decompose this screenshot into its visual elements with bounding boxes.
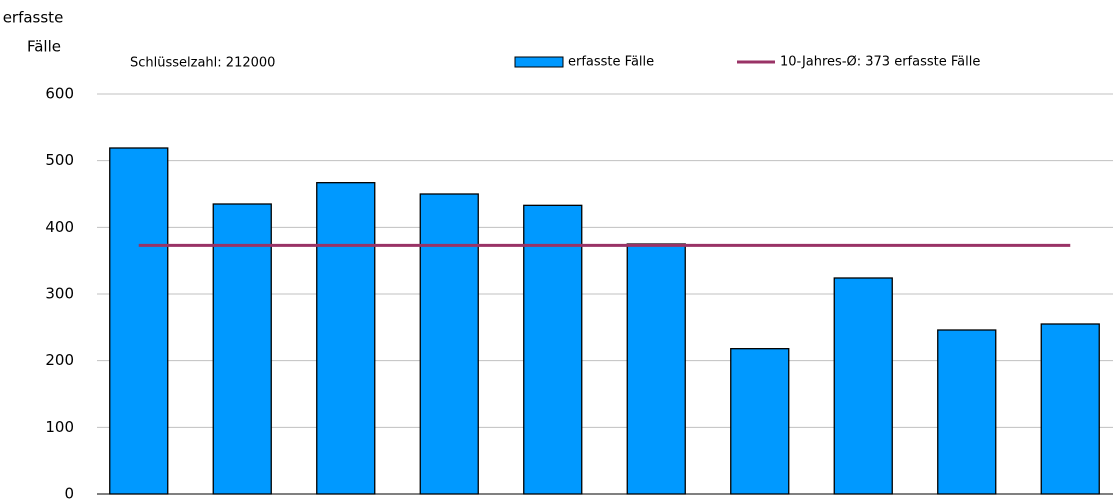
legend-label: 10-Jahres-Ø: 373 erfasste Fälle — [780, 55, 980, 70]
y-tick-label: 200 — [45, 351, 74, 369]
bar — [109, 147, 169, 495]
bar — [626, 243, 686, 495]
bar — [833, 277, 893, 495]
y-axis-label: erfasste — [3, 9, 64, 27]
bar — [523, 204, 583, 495]
annotation: Schlüsselzahl: 212000 — [130, 56, 275, 71]
bar — [419, 193, 479, 495]
y-tick-label: 500 — [45, 151, 74, 169]
bar — [212, 203, 272, 495]
y-axis-label: Fälle — [27, 38, 61, 56]
y-tick-label: 400 — [45, 218, 74, 236]
legend-label: erfasste Fälle — [568, 55, 654, 70]
y-tick-label: 600 — [45, 85, 74, 103]
y-tick-label: 300 — [45, 285, 74, 303]
bar — [316, 182, 376, 495]
bar — [730, 348, 790, 495]
bar — [1040, 323, 1100, 495]
bar — [937, 329, 997, 495]
legend-swatch — [514, 56, 564, 68]
y-tick-label: 100 — [45, 418, 74, 436]
y-tick-label: 0 — [64, 485, 74, 502]
